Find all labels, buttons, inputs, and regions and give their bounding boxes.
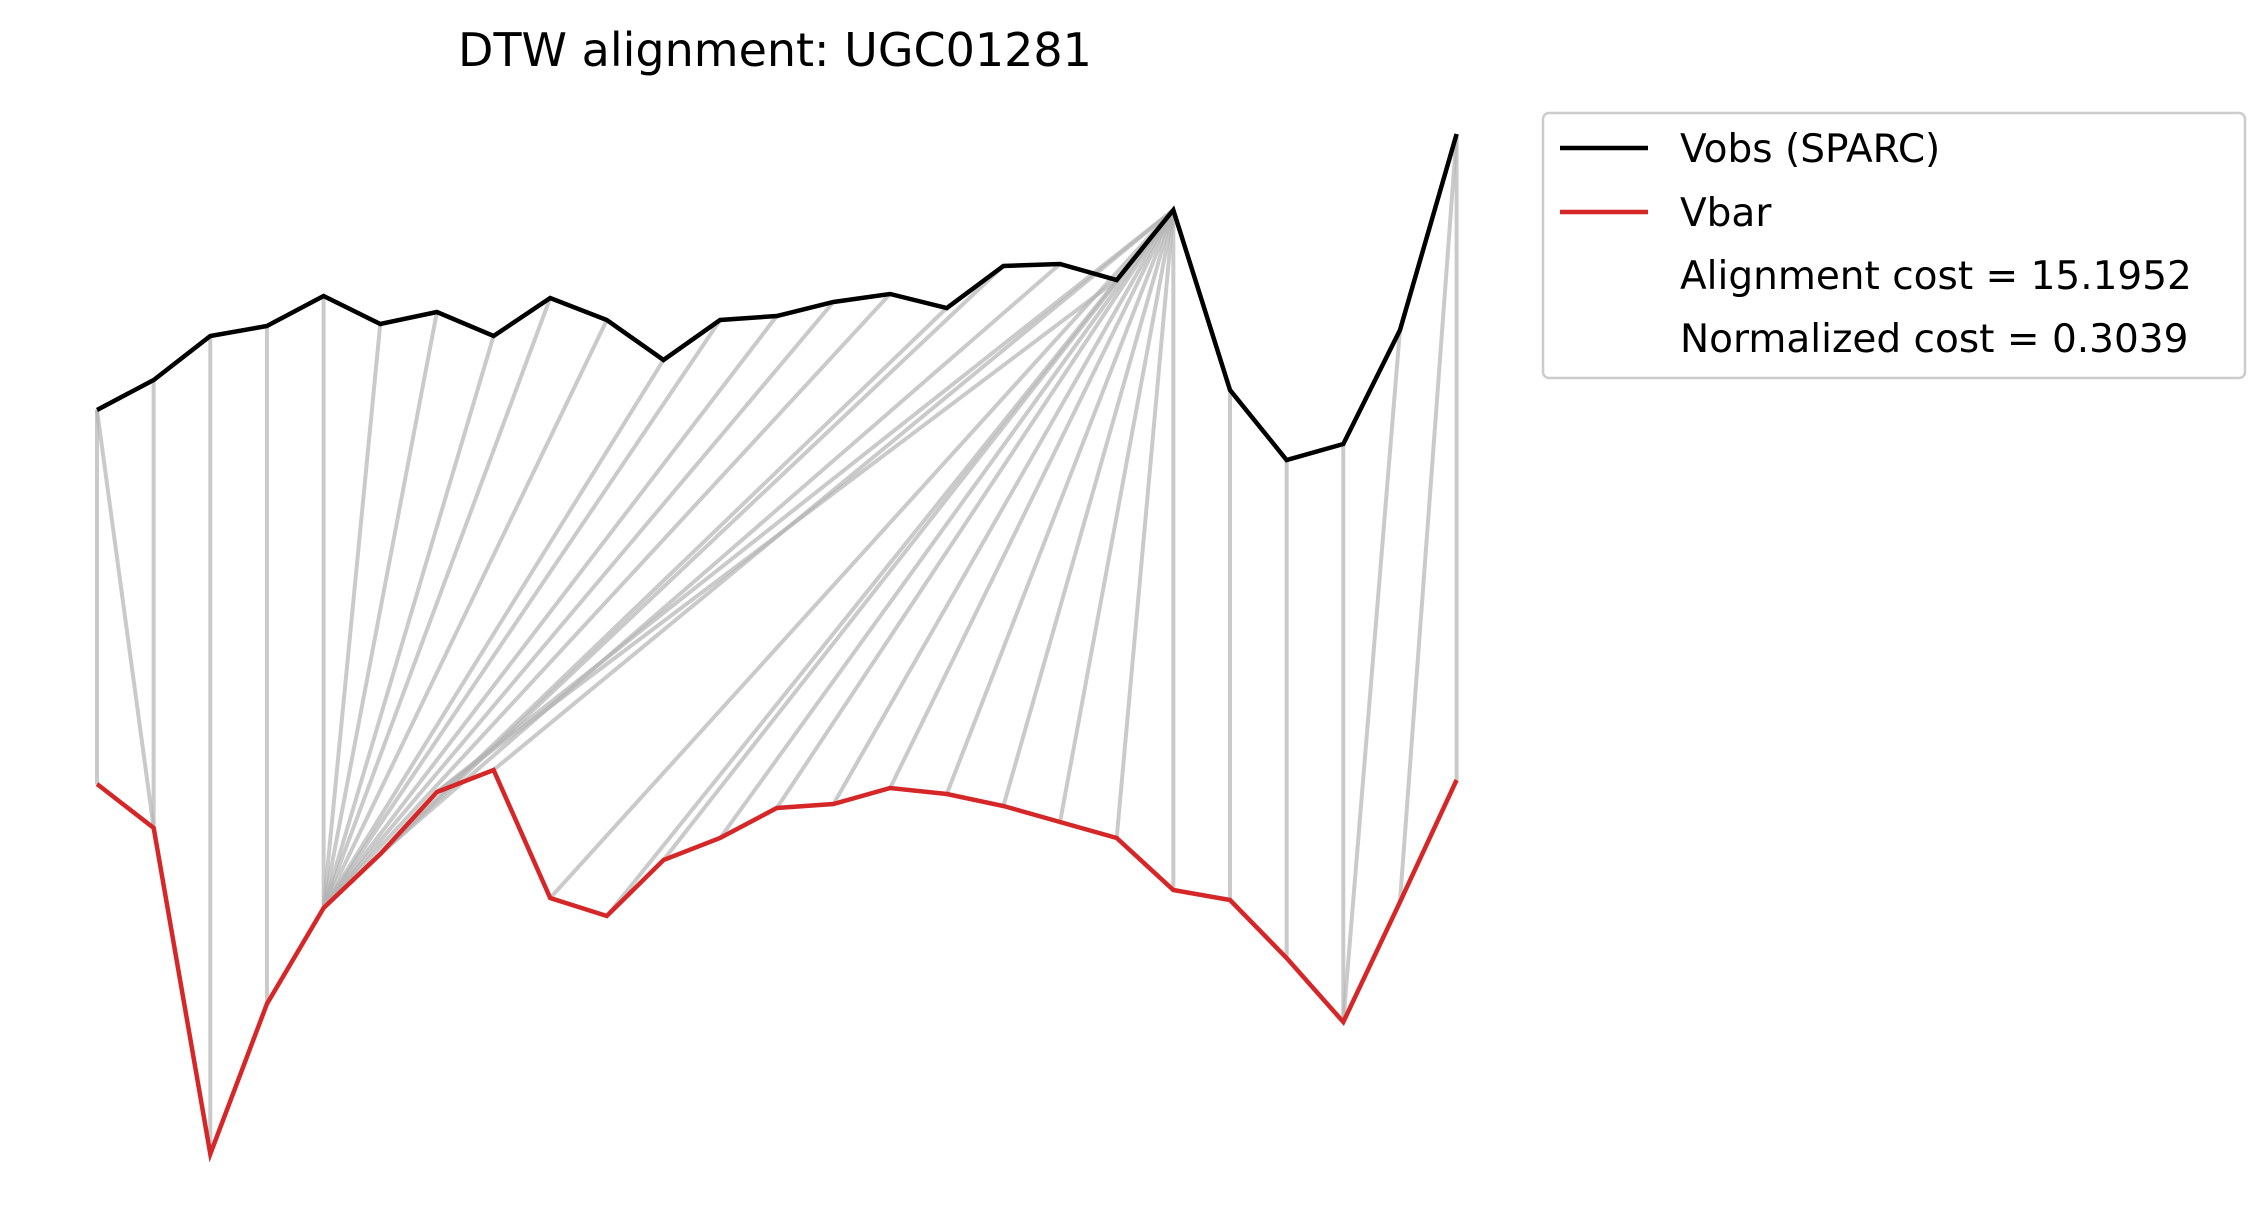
legend: Vobs (SPARC) Vbar Alignment cost = 15.19… (1541, 111, 2247, 380)
chart-title: DTW alignment: UGC01281 (458, 23, 1092, 77)
legend-label-vbar: Vbar (1680, 191, 1772, 236)
alignment-line (321, 335, 496, 909)
alignment-line (1397, 133, 1459, 903)
alignment-line (321, 319, 609, 909)
alignment-line (322, 292, 892, 910)
alignment-line (321, 358, 666, 910)
series-lines (95, 133, 1459, 1163)
legend-label-vobs: Vobs (SPARC) (1680, 127, 1940, 172)
alignment-line (888, 209, 1176, 789)
legend-frame (1541, 111, 2247, 380)
alignment-line (831, 209, 1176, 805)
alignment-line (492, 208, 1175, 772)
alignment-line (321, 323, 383, 909)
alignment-line (378, 262, 1062, 856)
alignment-line (322, 264, 1005, 910)
alignment-line (775, 208, 1176, 810)
legend-alignment-cost: Alignment cost = 15.1952 (1680, 254, 2192, 299)
alignment-line (1058, 209, 1176, 823)
alignment-lines (95, 133, 1459, 1154)
alignment-line (322, 314, 779, 910)
alignment-line (321, 311, 439, 909)
alignment-line (435, 208, 1175, 794)
alignment-line (1341, 329, 1402, 1023)
alignment-line (661, 208, 1175, 862)
legend-normalized-cost: Normalized cost = 0.3039 (1680, 317, 2188, 362)
series-line-vobs (95, 133, 1459, 463)
alignment-line (321, 297, 553, 909)
alignment-line (321, 318, 722, 910)
alignment-line (322, 300, 835, 910)
alignment-line (718, 208, 1175, 840)
series-line-vbar (95, 767, 1459, 1163)
alignment-line (95, 409, 156, 829)
alignment-line (548, 208, 1175, 900)
alignment-line (1001, 209, 1176, 807)
alignment-line (1114, 209, 1176, 839)
alignment-line (944, 209, 1176, 795)
